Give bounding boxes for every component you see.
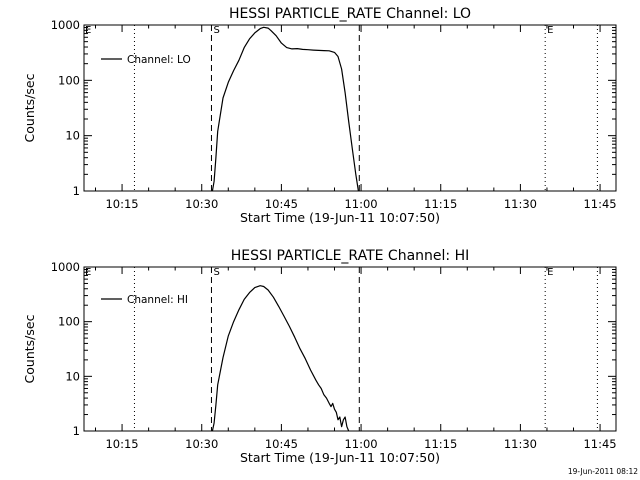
x-tick-label: 10:45 — [265, 437, 298, 451]
chart-title: HESSI PARTICLE_RATE Channel: LO — [229, 6, 471, 22]
y-tick-label: 100 — [58, 73, 80, 87]
x-tick-label: 11:15 — [424, 437, 457, 451]
x-tick-label: 11:45 — [583, 437, 616, 451]
y-tick-label: 1000 — [51, 18, 80, 32]
end-marker-label-left: E — [85, 25, 91, 36]
x-tick-label: 10:30 — [185, 197, 218, 211]
x-tick-label: 11:00 — [344, 437, 377, 451]
series-line — [211, 26, 359, 192]
legend-entry: Channel: LO — [127, 54, 191, 66]
panel-2: HESSI PARTICLE_RATE Channel: HI 10:15 10:3… — [22, 248, 617, 465]
end-marker-label: E — [547, 25, 553, 36]
x-tick-label: 11:15 — [424, 197, 457, 211]
legend: Channel: HI — [101, 294, 188, 306]
start-marker-label: S — [213, 267, 219, 278]
y-axis-label: Counts/sec — [22, 314, 37, 383]
x-axis-label: Start Time (19-Jun-11 10:07:50) — [240, 450, 440, 465]
x-axis-label: Start Time (19-Jun-11 10:07:50) — [240, 210, 440, 225]
x-tick-label: 11:00 — [344, 197, 377, 211]
legend: Channel: LO — [101, 54, 191, 66]
y-tick-label: 10 — [65, 369, 80, 383]
y-tick-label: 1 — [73, 184, 80, 198]
x-tick-label: 10:45 — [265, 197, 298, 211]
x-tick-label: 10:15 — [105, 197, 138, 211]
start-marker-label: S — [213, 25, 219, 36]
y-tick-label: 10 — [65, 129, 80, 143]
series-line — [211, 285, 350, 432]
plot-frame — [83, 24, 617, 192]
y-tick-label: 1000 — [51, 260, 80, 274]
x-tick-label: 11:45 — [583, 197, 616, 211]
x-tick-label: 10:15 — [105, 437, 138, 451]
y-tick-label: 1 — [73, 424, 80, 438]
end-marker-label: E — [547, 267, 553, 278]
y-axis-label: Counts/sec — [22, 73, 37, 142]
chart-title: HESSI PARTICLE_RATE Channel: HI — [231, 248, 469, 264]
x-tick-label: 11:30 — [504, 437, 537, 451]
legend-entry: Channel: HI — [127, 294, 188, 306]
end-marker-label-left: E — [85, 267, 91, 278]
x-tick-label: 11:30 — [504, 197, 537, 211]
footer-timestamp: 19-Jun-2011 08:12 — [568, 467, 638, 476]
x-tick-label: 10:30 — [185, 437, 218, 451]
panel-1: HESSI PARTICLE_RATE Channel: LO 10:15 10:3… — [22, 6, 617, 225]
plot-frame — [83, 266, 617, 432]
y-tick-label: 100 — [58, 315, 80, 329]
